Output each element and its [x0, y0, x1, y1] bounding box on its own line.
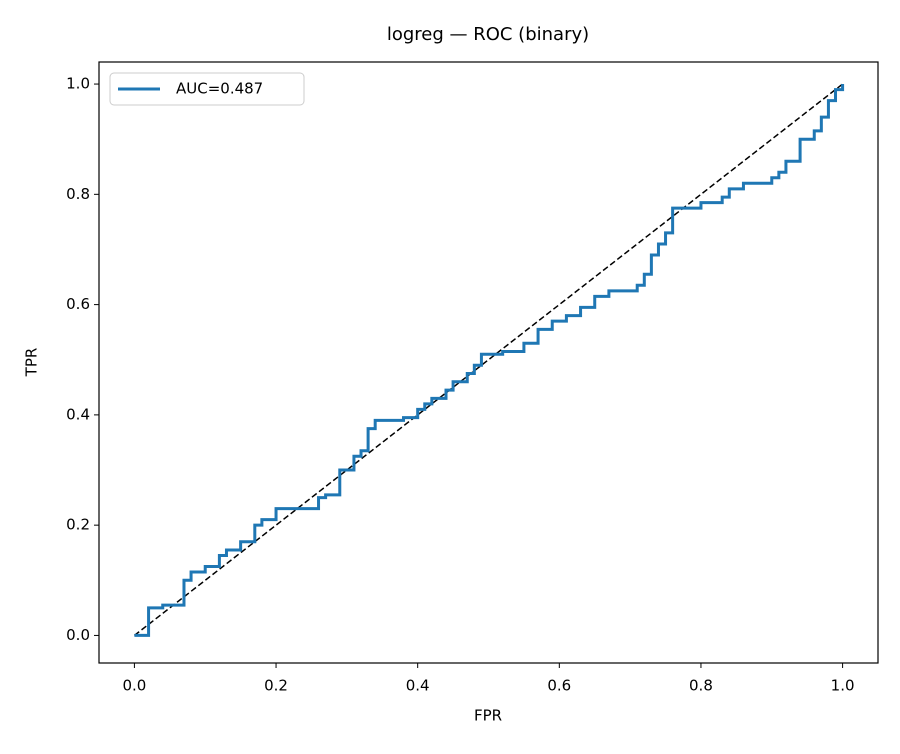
legend-box	[109, 72, 305, 106]
x-tick-label: 0.8	[689, 677, 713, 695]
y-axis-label: TPR	[23, 348, 41, 378]
x-tick-label: 0.4	[406, 677, 430, 695]
y-tick-label: 1.0	[66, 75, 90, 93]
y-tick-label: 0.8	[66, 185, 90, 203]
reference-line	[133, 83, 844, 637]
roc-line	[134, 84, 845, 637]
x-tick-label: 0.0	[122, 677, 146, 695]
y-tick-label: 0.6	[66, 295, 90, 313]
x-tick-label: 0.2	[264, 677, 288, 695]
legend-label: AUC=0.487	[176, 80, 263, 98]
x-tick-label: 0.6	[547, 677, 571, 695]
y-tick-label: 0.0	[66, 626, 90, 644]
chart-title: logreg — ROC (binary)	[387, 24, 589, 45]
y-tick-label: 0.2	[66, 516, 90, 534]
x-axis-label: FPR	[474, 707, 502, 725]
x-tick-label: 1.0	[831, 677, 855, 695]
y-tick-label: 0.4	[66, 405, 90, 423]
plot-frame	[98, 61, 879, 664]
